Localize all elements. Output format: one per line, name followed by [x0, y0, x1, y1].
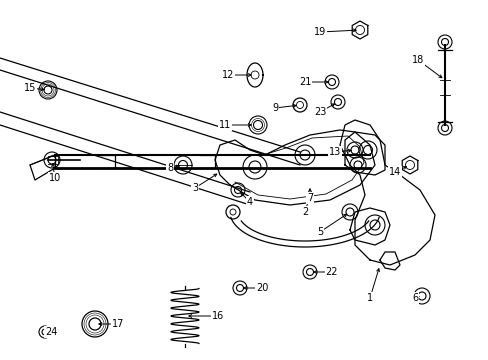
Text: 3: 3: [192, 183, 198, 193]
Text: 11: 11: [219, 120, 231, 130]
Text: 23: 23: [313, 107, 325, 117]
Text: 13: 13: [328, 147, 341, 157]
Text: 10: 10: [49, 173, 61, 183]
Text: 21: 21: [298, 77, 310, 87]
Text: 2: 2: [301, 207, 307, 217]
Text: 16: 16: [211, 311, 224, 321]
Text: 18: 18: [411, 55, 423, 65]
Text: 5: 5: [316, 227, 323, 237]
Text: 20: 20: [255, 283, 267, 293]
Text: 12: 12: [222, 70, 234, 80]
Text: 22: 22: [325, 267, 338, 277]
Text: 24: 24: [45, 327, 57, 337]
Text: 7: 7: [306, 193, 312, 203]
Text: 1: 1: [366, 293, 372, 303]
Text: 19: 19: [313, 27, 325, 37]
Text: 4: 4: [246, 197, 253, 207]
Text: 8: 8: [166, 163, 173, 173]
Text: 15: 15: [24, 83, 36, 93]
Text: 9: 9: [271, 103, 278, 113]
Text: 6: 6: [411, 293, 417, 303]
Text: 17: 17: [112, 319, 124, 329]
Text: 14: 14: [388, 167, 400, 177]
